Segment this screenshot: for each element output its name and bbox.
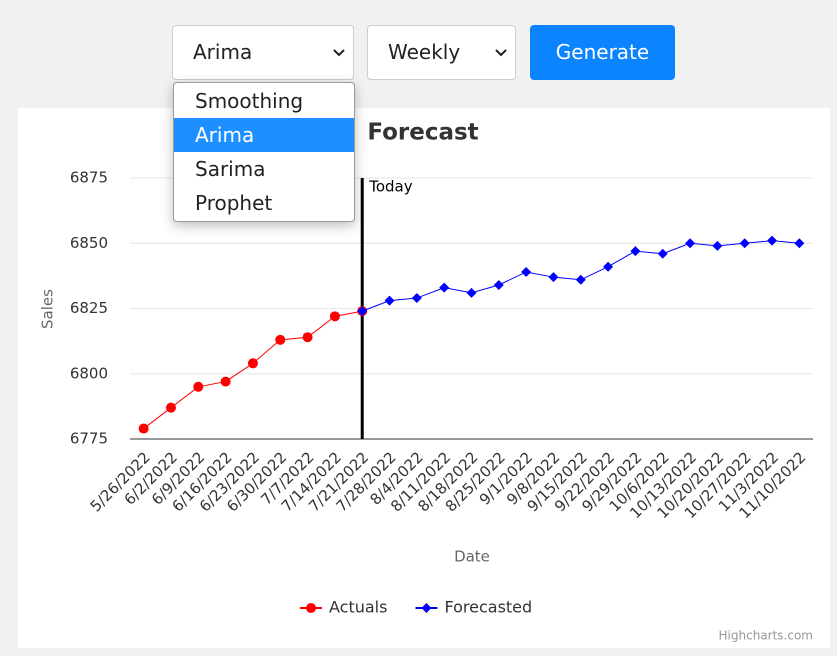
- data-point: [657, 248, 668, 259]
- data-point: [329, 311, 340, 322]
- legend-symbol: [306, 603, 316, 613]
- plot-line-label: Today: [368, 178, 413, 196]
- data-point: [575, 274, 586, 285]
- credits[interactable]: Highcharts.com: [719, 629, 813, 643]
- data-point: [685, 238, 696, 249]
- model-select-value: Arima: [193, 40, 253, 64]
- chevron: [333, 49, 345, 57]
- frequency-select-value: Weekly: [388, 40, 461, 64]
- data-point: [165, 402, 176, 413]
- data-point: [466, 287, 477, 298]
- frequency-select[interactable]: Weekly: [367, 25, 516, 80]
- data-point: [630, 246, 641, 257]
- dropdown-option[interactable]: Smoothing: [195, 89, 304, 113]
- data-point: [247, 358, 258, 369]
- y-tick-label: 6800: [70, 364, 108, 382]
- model-select[interactable]: Arima: [172, 25, 354, 80]
- data-point: [220, 376, 231, 387]
- data-point: [493, 280, 504, 291]
- data-point: [712, 240, 723, 251]
- data-point: [548, 272, 559, 283]
- data-point: [603, 261, 614, 272]
- y-tick-label: 6825: [70, 299, 108, 317]
- y-tick-label: 6875: [70, 169, 108, 187]
- data-point: [302, 332, 313, 343]
- y-axis-label: Sales: [39, 289, 57, 329]
- y-tick-label: 6775: [70, 430, 108, 448]
- dropdown-option[interactable]: Arima: [174, 118, 354, 152]
- chart-title: Forecast: [367, 120, 478, 146]
- data-point: [439, 282, 450, 293]
- dropdown-option[interactable]: Sarima: [195, 157, 266, 181]
- generate-button[interactable]: Generate: [530, 25, 675, 80]
- data-point: [767, 235, 778, 246]
- data-point: [275, 334, 286, 345]
- data-point: [411, 293, 422, 304]
- dropdown-list: Smoothing Arima Sarima Prophet: [173, 82, 355, 222]
- y-tick-label: 6850: [70, 234, 108, 252]
- legend-item[interactable]: Actuals: [329, 598, 387, 617]
- data-point: [384, 295, 395, 306]
- x-axis-label: Date: [454, 548, 490, 566]
- data-point: [794, 238, 805, 249]
- data-point: [193, 381, 204, 392]
- legend-item[interactable]: Forecasted: [444, 598, 532, 617]
- chart-panel: [18, 108, 830, 648]
- legend-symbol: [421, 603, 432, 613]
- data-point: [357, 306, 368, 317]
- chevron: [495, 49, 507, 57]
- data-point: [521, 266, 532, 277]
- data-point: [739, 238, 750, 249]
- dropdown-option[interactable]: Prophet: [195, 191, 273, 215]
- data-point: [138, 423, 149, 434]
